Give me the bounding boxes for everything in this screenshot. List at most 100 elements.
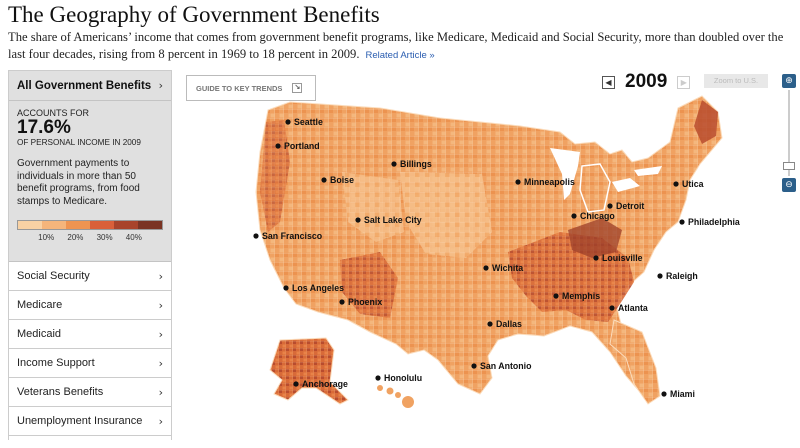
city-dot	[253, 233, 259, 239]
city-label: Los Angeles	[292, 283, 344, 293]
city-marker: Utica	[673, 179, 704, 189]
city-label: Billings	[400, 159, 432, 169]
city-label: Miami	[670, 389, 695, 399]
city-label: Salt Lake City	[364, 215, 422, 225]
benefit-description: Government payments to individuals in mo…	[17, 158, 140, 207]
legend-swatch	[138, 221, 162, 229]
city-dot	[657, 273, 663, 279]
guide-to-key-trends-button[interactable]: GUIDE TO KEY TRENDS ↘	[186, 75, 316, 101]
legend-swatch	[66, 221, 90, 229]
city-marker: Phoenix	[339, 297, 382, 307]
benefit-menu-item[interactable]: Social Security ›	[9, 262, 171, 291]
active-benefit-header[interactable]: All Government Benefits ›	[9, 71, 171, 101]
chevron-right-icon: ›	[158, 298, 163, 312]
city-marker: San Francisco	[253, 231, 323, 241]
maine-high-share-region	[694, 100, 718, 144]
city-marker: Anchorage	[293, 379, 348, 389]
city-marker: Wichita	[483, 263, 523, 273]
benefits-sidebar: All Government Benefits › ACCOUNTS FOR 1…	[8, 70, 172, 440]
city-dot	[339, 299, 345, 305]
city-label: Raleigh	[666, 271, 698, 281]
page-title: The Geography of Government Benefits	[8, 2, 380, 27]
city-dot	[607, 203, 613, 209]
year-display: 2009	[625, 71, 668, 92]
next-year-button[interactable]: ▶	[677, 75, 691, 89]
benefit-menu-item[interactable]: Income Support ›	[9, 349, 171, 378]
city-dot	[375, 375, 381, 381]
city-label: Memphis	[562, 291, 600, 301]
chevron-right-icon: ›	[158, 327, 163, 341]
city-marker: San Antonio	[471, 361, 532, 371]
chevron-right-icon: ›	[158, 356, 163, 370]
benefit-menu-item[interactable]: Veterans Benefits ›	[9, 378, 171, 407]
appalachia-high-share-region	[568, 218, 622, 258]
zoom-out-icon[interactable]: ⊖	[782, 178, 796, 192]
chevron-right-icon: ›	[158, 385, 163, 399]
chevron-right-icon: ›	[158, 414, 163, 428]
city-dot	[553, 293, 559, 299]
subtitle-text: The share of Americans’ income that come…	[8, 30, 784, 61]
city-marker: Philadelphia	[679, 217, 740, 227]
city-marker: Detroit	[607, 201, 644, 211]
legend-swatch	[42, 221, 66, 229]
city-dot	[275, 143, 281, 149]
city-dot	[391, 161, 397, 167]
zoom-to-us-button[interactable]: Zoom to U.S.	[704, 74, 768, 88]
city-dot	[673, 181, 679, 187]
city-marker: Salt Lake City	[355, 215, 422, 225]
benefit-menu-item[interactable]: Unemployment Insurance ›	[9, 407, 171, 436]
city-dot	[609, 305, 615, 311]
previous-year-button[interactable]: ◀	[602, 75, 615, 89]
benefit-menu-label: Income Support	[17, 357, 95, 369]
benefit-menu-item[interactable]: Medicare ›	[9, 291, 171, 320]
contiguous-us	[255, 95, 723, 405]
city-marker: Miami	[661, 389, 695, 399]
city-dot	[293, 381, 299, 387]
city-dot	[571, 213, 577, 219]
city-label: Phoenix	[348, 297, 382, 307]
chevron-right-icon: ›	[158, 269, 163, 283]
city-marker: Honolulu	[375, 373, 422, 383]
michigan-peninsula	[579, 163, 611, 213]
legend-tick-label: 20%	[67, 233, 84, 242]
city-label: Portland	[284, 141, 320, 151]
zoom-control: ⊕ ⊖	[782, 74, 796, 194]
city-label: Dallas	[496, 319, 522, 329]
hawaii	[377, 385, 414, 408]
us-benefits-map[interactable]: Seattle Portland Billings Boise Minneapolis U…	[230, 82, 750, 442]
city-dot	[515, 179, 521, 185]
city-dot	[285, 119, 291, 125]
legend-labels: 10% 20% 30% 40%	[17, 233, 163, 245]
related-article-link[interactable]: Related Article »	[365, 50, 435, 61]
legend-swatch	[114, 221, 138, 229]
southwest-high-share-region	[340, 252, 398, 318]
city-marker: Los Angeles	[283, 283, 344, 293]
city-marker: Memphis	[553, 291, 600, 301]
legend-swatch	[18, 221, 42, 229]
city-dot	[487, 321, 493, 327]
zoom-track[interactable]	[788, 90, 790, 176]
city-marker: Atlanta	[609, 303, 648, 313]
zoom-slider-handle[interactable]	[783, 161, 795, 170]
city-label: Anchorage	[302, 379, 348, 389]
city-label: Wichita	[492, 263, 523, 273]
zoom-in-icon[interactable]: ⊕	[782, 74, 796, 88]
alaska	[269, 337, 349, 405]
chevron-right-icon: ›	[158, 79, 163, 92]
active-benefit-label: All Government Benefits	[17, 79, 152, 92]
pacific-coast-high-share-region	[260, 120, 290, 232]
city-dot	[283, 285, 289, 291]
city-dot	[321, 177, 327, 183]
legend-swatch	[90, 221, 114, 229]
legend-tick-label: 10%	[38, 233, 55, 242]
benefit-menu-item[interactable]: Medicaid ›	[9, 320, 171, 349]
legend-tick-label: 40%	[125, 233, 142, 242]
guide-label: GUIDE TO KEY TRENDS	[196, 83, 283, 93]
city-label: Louisville	[602, 253, 643, 263]
city-marker: Louisville	[593, 253, 643, 263]
city-marker: Minneapolis	[515, 177, 575, 187]
city-marker: Portland	[275, 141, 320, 151]
city-dot	[679, 219, 685, 225]
city-dot	[483, 265, 489, 271]
page-subtitle: The share of Americans’ income that come…	[8, 29, 798, 64]
